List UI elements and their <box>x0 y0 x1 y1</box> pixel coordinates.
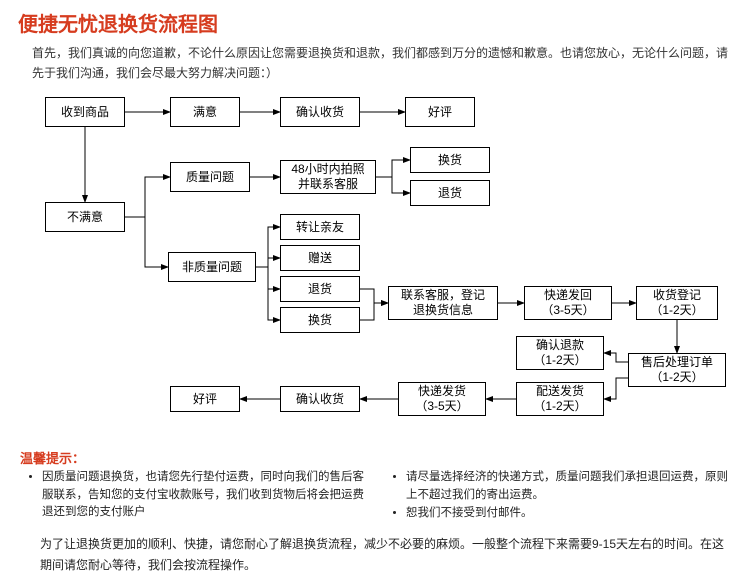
flow-node-n_unsat: 不满意 <box>45 202 125 232</box>
flow-node-n_sat: 满意 <box>170 97 240 127</box>
edge-n_48h-n_ret1 <box>376 177 410 193</box>
edge-n_nqual-n_gift <box>256 258 280 267</box>
tips-title: 温馨提示： <box>0 448 750 467</box>
flow-node-n_gift: 赠送 <box>280 245 360 271</box>
flow-node-n_qual: 质量问题 <box>170 162 250 192</box>
flow-node-n_refund: 确认退款（1-2天） <box>516 336 604 370</box>
flow-node-n_praise2: 好评 <box>170 386 240 412</box>
tips-right: 请尽量选择经济的快递方式，质量问题我们承担退回运费，原则上不超过我们的寄出运费。… <box>394 469 728 524</box>
flow-node-n_confrcv2: 确认收货 <box>280 386 360 412</box>
edge-n_exch2-n_cs <box>360 303 388 320</box>
tips-left: 因质量问题退换货，也请您先行垫付运费，同时向我们的售后客服联系，告知您的支付宝收… <box>30 469 364 524</box>
flow-node-n_dist: 配送发货（1-2天） <box>516 382 604 416</box>
flow-node-n_exch2: 换货 <box>280 307 360 333</box>
flow-node-n_ship2: 快递发货（3-5天） <box>398 382 486 416</box>
flow-node-n_cs: 联系客服，登记退换货信息 <box>388 286 498 320</box>
edge-n_ret2-n_cs <box>360 289 388 303</box>
flow-node-n_reg: 收货登记（1-2天） <box>636 286 718 320</box>
edge-n_nqual-n_exch2 <box>256 267 280 320</box>
edge-n_48h-n_exch1 <box>376 160 410 177</box>
flowchart-canvas: 收到商品满意确认收货好评不满意质量问题48小时内拍照并联系客服换货退货非质量问题… <box>0 92 750 442</box>
tip-item: 因质量问题退换货，也请您先行垫付运费，同时向我们的售后客服联系，告知您的支付宝收… <box>42 469 364 522</box>
flow-node-n_ret1: 退货 <box>410 180 490 206</box>
tips-columns: 因质量问题退换货，也请您先行垫付运费，同时向我们的售后客服联系，告知您的支付宝收… <box>0 467 750 524</box>
flow-node-n_after: 售后处理订单（1-2天） <box>628 353 726 387</box>
edge-n_after-n_dist <box>604 378 628 399</box>
flow-node-n_confrcv: 确认收货 <box>280 97 360 127</box>
flow-node-n_ret2: 退货 <box>280 276 360 302</box>
flow-node-n_exch1: 换货 <box>410 147 490 173</box>
page-title: 便捷无忧退换货流程图 <box>0 0 750 43</box>
flow-node-n_send: 快递发回（3-5天） <box>524 286 612 320</box>
flow-edges <box>0 92 750 442</box>
edge-n_unsat-n_nqual <box>125 217 168 267</box>
flow-node-n_praise: 好评 <box>405 97 475 127</box>
flow-node-n_nqual: 非质量问题 <box>168 252 256 282</box>
intro-text: 首先，我们真诚的向您道歉，不论什么原因让您需要退换货和退款，我们都感到万分的遗憾… <box>0 43 750 92</box>
tip-item: 请尽量选择经济的快递方式，质量问题我们承担退回运费，原则上不超过我们的寄出运费。 <box>406 469 728 505</box>
flow-node-n_48h: 48小时内拍照并联系客服 <box>280 160 376 194</box>
edge-n_unsat-n_qual <box>125 177 170 217</box>
tip-item: 恕我们不接受到付邮件。 <box>406 505 728 523</box>
flow-node-n_trans: 转让亲友 <box>280 214 360 240</box>
bottom-note: 为了让退换货更加的顺利、快捷，请您耐心了解退换货流程，减少不必要的麻烦。一般整个… <box>0 524 750 575</box>
edge-n_after-n_refund <box>604 353 628 362</box>
flow-node-n_recv: 收到商品 <box>45 97 125 127</box>
